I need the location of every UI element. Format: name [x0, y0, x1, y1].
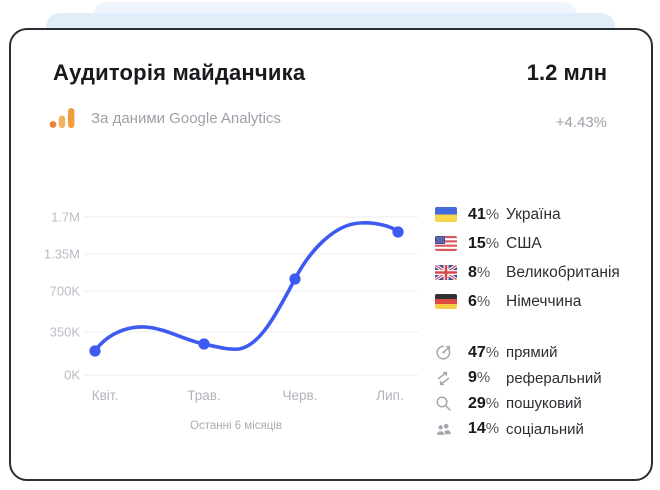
source-percent: 47: [468, 343, 486, 361]
country-row: 6% Німеччина: [435, 287, 645, 316]
country-percent: 15: [468, 234, 486, 252]
chart-gridlines: [84, 216, 418, 376]
referral-arrows-icon: [435, 370, 457, 387]
country-row: 41% Україна: [435, 200, 645, 229]
country-row: 8% Великобританія: [435, 258, 645, 287]
page-title: Аудиторія майданчика: [53, 60, 306, 85]
data-points: [89, 226, 404, 357]
target-icon: [435, 344, 457, 361]
ukraine-flag-icon: [435, 207, 457, 222]
svg-text:Лип.: Лип.: [376, 388, 403, 403]
growth-delta: +4.43%: [555, 114, 607, 131]
country-row: 15% США: [435, 229, 645, 258]
source-row: 29% пошуковий: [435, 391, 645, 417]
source-row: 47% прямий: [435, 340, 645, 366]
country-label: США: [506, 234, 542, 252]
countries-legend: 41% Україна 15% США: [435, 200, 645, 316]
source-percent: 14: [468, 420, 486, 438]
source-percent: 9: [468, 369, 477, 387]
germany-flag-icon: [435, 294, 457, 309]
country-percent: 6: [468, 292, 477, 310]
traffic-sources-list: 47% прямий 9% реферальний: [435, 340, 645, 442]
svg-text:Черв.: Черв.: [283, 388, 318, 403]
country-label: Німеччина: [506, 292, 582, 310]
y-axis-labels: 1.7M 1.35M 700K 350K 0K: [44, 210, 80, 383]
data-source-label: За даними Google Analytics: [91, 109, 281, 127]
country-percent: 8: [468, 263, 477, 281]
source-label: прямий: [506, 344, 558, 362]
svg-text:700K: 700K: [50, 284, 81, 299]
source-row: 14% соціальний: [435, 417, 645, 443]
source-label: пошуковий: [506, 395, 582, 413]
people-icon: [435, 421, 457, 438]
country-percent: 41: [468, 205, 486, 223]
source-percent: 29: [468, 394, 486, 412]
google-analytics-icon: [49, 108, 75, 128]
svg-text:Квіт.: Квіт.: [92, 388, 118, 403]
svg-text:1.35M: 1.35M: [44, 247, 80, 262]
audience-card: Аудиторія майданчика 1.2 млн За даними G…: [9, 28, 653, 481]
svg-text:350K: 350K: [50, 325, 81, 340]
search-icon: [435, 395, 457, 412]
x-axis-labels: Квіт. Трав. Черв. Лип.: [92, 388, 404, 403]
audience-trend-line: [93, 221, 400, 353]
svg-text:0K: 0K: [64, 368, 80, 383]
country-label: Україна: [506, 205, 561, 223]
chart-caption: Останні 6 місяців: [190, 420, 282, 432]
uk-flag-icon: [435, 265, 457, 280]
audience-line-chart: 1.7M 1.35M 700K 350K 0K Квіт. Трав. Черв…: [44, 210, 418, 432]
usa-flag-icon: [435, 236, 457, 251]
svg-text:1.7M: 1.7M: [51, 210, 80, 225]
source-label: реферальний: [506, 369, 602, 387]
country-label: Великобританія: [506, 263, 620, 281]
svg-text:Трав.: Трав.: [187, 388, 220, 403]
source-label: соціальний: [506, 420, 584, 438]
audience-total-value: 1.2 млн: [526, 60, 607, 85]
source-row: 9% реферальний: [435, 366, 645, 392]
